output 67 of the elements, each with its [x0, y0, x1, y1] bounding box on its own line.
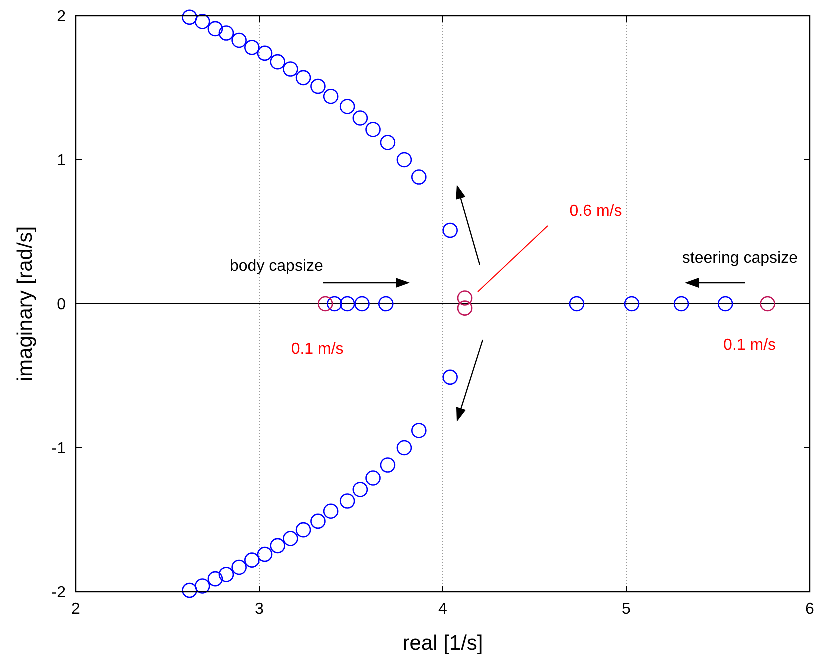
point — [624, 296, 640, 312]
point — [378, 296, 394, 312]
point — [340, 99, 356, 114]
point — [411, 423, 427, 438]
y-tick-label: 0 — [57, 296, 66, 314]
point — [396, 440, 412, 456]
point — [270, 54, 286, 70]
point — [208, 571, 224, 587]
x-tick-label: 4 — [438, 601, 448, 618]
point — [310, 514, 326, 530]
point — [366, 470, 381, 486]
point — [411, 170, 427, 185]
annotation: 0.1 m/s — [724, 337, 776, 354]
point — [283, 531, 298, 546]
x-axis-title: real [1/s] — [402, 632, 484, 655]
point — [244, 552, 260, 568]
point — [182, 10, 198, 26]
annotation: 0.6 m/s — [570, 203, 622, 220]
point — [270, 538, 286, 554]
point — [323, 504, 339, 520]
y-tick-label: -2 — [52, 584, 66, 602]
x-tick-label: 2 — [72, 601, 81, 618]
point — [310, 78, 326, 94]
point — [323, 88, 339, 104]
point — [232, 560, 247, 576]
point — [340, 494, 356, 509]
point — [674, 296, 690, 312]
point — [340, 296, 356, 312]
point — [327, 296, 342, 312]
point — [380, 458, 396, 473]
point — [257, 546, 273, 562]
point — [457, 290, 473, 306]
point — [760, 296, 776, 312]
point — [257, 46, 273, 62]
y-tick-label: 1 — [57, 152, 66, 170]
point — [318, 296, 334, 312]
point — [457, 300, 473, 316]
point — [232, 32, 247, 48]
point — [569, 296, 585, 312]
x-tick-label: 5 — [622, 601, 632, 618]
y-tick-label: 2 — [57, 8, 66, 26]
annotation: 0.1 m/s — [291, 341, 344, 358]
point — [244, 40, 260, 56]
point — [208, 21, 224, 37]
point — [352, 482, 368, 498]
point — [718, 296, 734, 312]
annotation: body capsize — [230, 258, 324, 275]
point — [366, 122, 381, 138]
point — [218, 567, 234, 582]
point — [218, 26, 234, 41]
point — [283, 62, 298, 77]
y-tick-label: -1 — [52, 440, 66, 458]
point — [296, 522, 312, 538]
point — [182, 582, 198, 598]
point — [352, 110, 368, 126]
point — [296, 70, 312, 86]
x-tick-label: 3 — [255, 601, 264, 618]
point — [194, 14, 210, 30]
x-tick-label: 6 — [806, 601, 815, 618]
point — [194, 578, 210, 594]
y-axis-title: imaginary [rad/s] — [14, 226, 37, 382]
annotation: steering capsize — [682, 250, 798, 267]
point — [396, 152, 412, 168]
point — [442, 370, 458, 386]
point — [354, 296, 370, 312]
point — [380, 135, 396, 150]
point — [442, 222, 458, 238]
